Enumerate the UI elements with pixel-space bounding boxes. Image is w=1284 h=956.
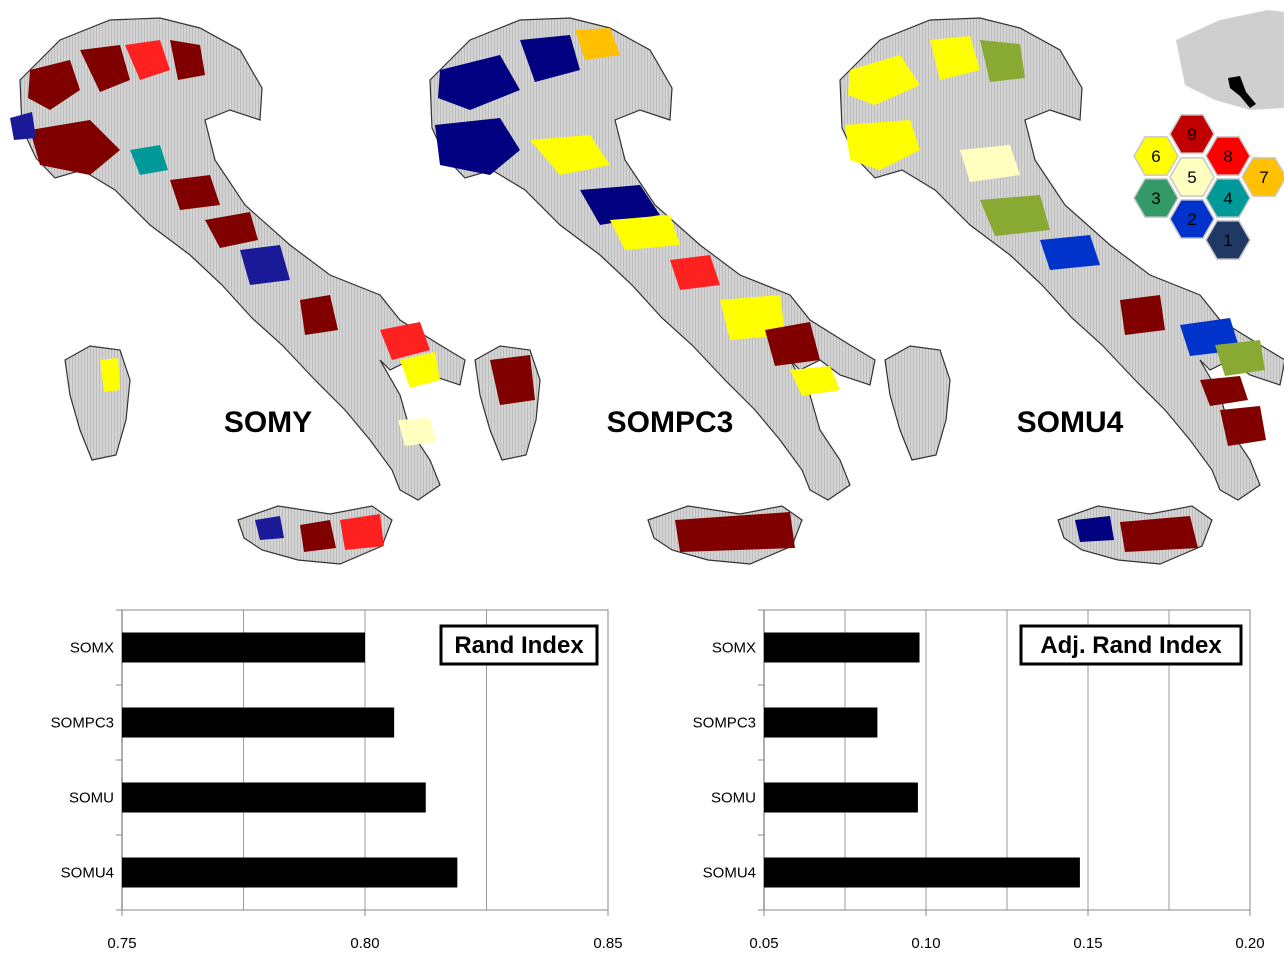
category-label: SOMU (69, 790, 114, 807)
x-tick-label: 0.75 (107, 935, 136, 952)
x-tick-label: 0.20 (1235, 935, 1264, 952)
hex-cell-number: 7 (1259, 168, 1268, 187)
map-panel-somy: SOMY (10, 17, 466, 565)
hex-cell-1 (1205, 220, 1251, 260)
region-patches (435, 28, 840, 552)
category-label: SOMX (712, 640, 756, 657)
chart-adj-rand-index: 0.05 0.10 0.15 0.20 SOMX SOMPC3 SOMU SOMU4 Adj. … (693, 609, 1265, 952)
bar (122, 632, 365, 663)
hex-cell-5 (1169, 157, 1215, 197)
hex-cell-number: 3 (1151, 189, 1160, 208)
hex-cell-number: 6 (1151, 147, 1160, 166)
hex-cell-number: 9 (1187, 125, 1196, 144)
som-hex-legend: 9 6 8 5 7 3 4 2 1 (1133, 114, 1284, 260)
category-label: SOMU (711, 790, 756, 807)
hex-cell-9 (1169, 114, 1215, 154)
hex-cell-7 (1241, 157, 1284, 197)
map-panel-somu4: SOMU4 (839, 17, 1284, 565)
map-title: SOMU4 (1017, 406, 1124, 439)
hex-cell-number: 5 (1187, 168, 1196, 187)
chart-title: Rand Index (454, 632, 584, 659)
x-tick-label: 0.15 (1073, 935, 1102, 952)
region-patches (845, 36, 1266, 552)
hex-cell-number: 1 (1223, 231, 1232, 250)
hex-cell-8 (1205, 136, 1251, 176)
europe-locator-map (1175, 9, 1284, 111)
x-tick-label: 0.80 (350, 935, 379, 952)
chart-title: Adj. Rand Index (1040, 632, 1222, 659)
hex-cell-number: 8 (1223, 147, 1232, 166)
bar (764, 857, 1080, 888)
x-tick-label: 0.10 (911, 935, 940, 952)
hex-cell-6 (1133, 136, 1179, 176)
hex-cell-number: 2 (1187, 210, 1196, 229)
hex-cell-2 (1169, 199, 1215, 239)
bar (764, 782, 918, 813)
bar (122, 782, 426, 813)
bar (764, 707, 878, 738)
chart-title-box (1019, 624, 1243, 666)
x-tick-label: 0.05 (749, 935, 778, 952)
bar (122, 857, 458, 888)
x-tick-label: 0.85 (593, 935, 622, 952)
bar (764, 632, 920, 663)
hex-cell-number: 4 (1223, 189, 1232, 208)
chart-rand-index: 0.75 0.80 0.85 SOMX SOMPC3 SOMU SOMU4 Rand Inde… (51, 609, 623, 952)
italy-highlight (1228, 76, 1256, 108)
category-label: SOMX (70, 640, 114, 657)
map-title: SOMY (224, 406, 312, 439)
map-panel-sompc3: SOMPC3 (429, 17, 876, 565)
bar (122, 707, 395, 738)
hex-cell-4 (1205, 178, 1251, 218)
category-label: SOMU4 (61, 865, 114, 882)
chart-title-box (439, 624, 599, 666)
hex-cell-3 (1133, 178, 1179, 218)
category-label: SOMU4 (703, 865, 756, 882)
category-label: SOMPC3 (51, 715, 114, 732)
category-label: SOMPC3 (693, 715, 756, 732)
map-title: SOMPC3 (607, 406, 734, 439)
region-patches (10, 40, 440, 552)
